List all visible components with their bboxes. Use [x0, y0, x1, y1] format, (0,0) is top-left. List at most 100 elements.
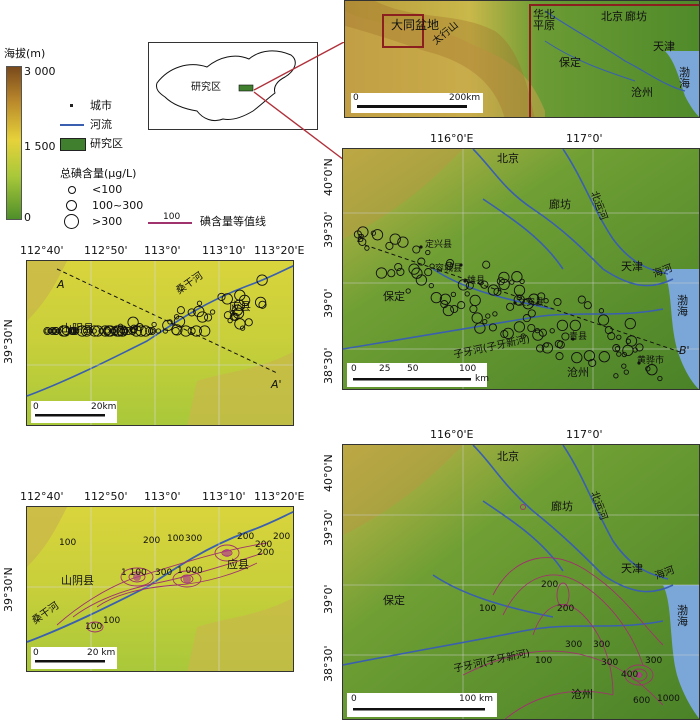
- sample-point: [513, 321, 526, 333]
- legend-city: 城市: [90, 99, 112, 112]
- sample-point: [145, 326, 154, 336]
- sample-point: [429, 263, 435, 269]
- sample-point: [428, 282, 434, 289]
- datong-contour-label-2: 300: [185, 534, 203, 544]
- ncp-top-scale-25: 25: [379, 364, 391, 374]
- datong-top-scale-end: 20km: [91, 402, 117, 412]
- datong-contour-label-11: 200: [257, 548, 275, 558]
- sample-point: [496, 277, 505, 286]
- sample-point: [616, 351, 622, 357]
- sample-point: [555, 352, 564, 361]
- sample-point: [482, 260, 491, 269]
- sample-point: [204, 313, 213, 322]
- elev-tick-min: 0: [24, 211, 31, 224]
- ncp-box: [529, 4, 699, 117]
- plain-label: 华北平原: [533, 8, 555, 32]
- datong-contour-label-10: 100: [103, 616, 121, 626]
- sample-point: [69, 328, 75, 334]
- sample-point: [176, 306, 185, 315]
- regional-city-cangzhou: 沧州: [631, 86, 653, 99]
- ncp-bottom-lat-0: 40°0'N: [322, 454, 335, 492]
- ncp-contour-label-8: 600: [633, 696, 651, 706]
- sample-point: [498, 271, 510, 284]
- sample-point: [485, 313, 491, 319]
- sample-point: [417, 257, 426, 266]
- elevation-colorbar: [6, 66, 22, 220]
- sample-point: [408, 263, 420, 275]
- sample-point: [193, 305, 205, 318]
- sample-point: [127, 316, 139, 328]
- datong-bottom-scale-zero: 0: [33, 648, 39, 658]
- datong-top-lon-1: 112°50': [84, 244, 128, 257]
- sample-point: [171, 326, 180, 336]
- sample-point: [604, 326, 613, 335]
- sample-point: [464, 291, 470, 297]
- sample-point: [370, 230, 377, 236]
- sample-point: [109, 328, 115, 334]
- ncp-top-lon-1: 117°0': [566, 132, 603, 145]
- sample-point: [71, 326, 80, 336]
- sample-point: [155, 328, 162, 334]
- regional-city-langfang: 廊坊: [625, 10, 647, 23]
- regional-terrain: [345, 1, 699, 117]
- sample-point: [613, 373, 619, 379]
- sample-point: [199, 325, 211, 337]
- datong-county-yingxian: 应县: [229, 300, 251, 313]
- ncp-bottom-lat-1: 39°30': [322, 509, 335, 546]
- sample-point: [59, 325, 71, 337]
- ncp-contour-label-0: 200: [541, 580, 559, 590]
- bin-large-icon: [64, 214, 79, 229]
- profile-b-prime: B': [679, 344, 690, 357]
- datong-bottom-lon-0: 112°40': [20, 490, 64, 503]
- ncp-points-map: 北京 廊坊 天津 保定 沧州 定兴县 容城县 雄县 文安县 青县 黄骅市 北运河…: [342, 148, 700, 390]
- sample-point: [171, 324, 183, 336]
- datong-top-lat: 39°30'N: [2, 319, 15, 364]
- sample-point: [527, 309, 536, 318]
- ncp-contour-label-2: 200: [557, 604, 575, 614]
- datong-contour-label-6: 1 100: [121, 568, 147, 578]
- sample-point: [233, 299, 246, 311]
- ncp-top-city-beijing: 北京: [497, 152, 519, 165]
- sample-point: [223, 311, 232, 320]
- china-outline: [156, 50, 296, 122]
- sample-point: [110, 328, 117, 334]
- ncp-bottom-lat-3: 38°30': [322, 645, 335, 682]
- sample-point: [471, 312, 483, 324]
- ncp-top-sea: 渤海: [677, 294, 688, 318]
- sample-point: [487, 284, 500, 296]
- sample-point: [511, 271, 523, 283]
- ncp-bottom-city-langfang: 廊坊: [551, 500, 573, 513]
- sample-point: [389, 233, 401, 245]
- sample-point: [543, 342, 549, 348]
- sample-point: [167, 319, 173, 325]
- sample-point: [621, 363, 627, 369]
- ncp-top-scale-0: 0: [351, 364, 357, 374]
- sample-point: [231, 312, 240, 321]
- ncp-top-lat-3: 38°30': [322, 347, 335, 384]
- sample-point: [99, 325, 111, 337]
- ncp-top-lon-0: 116°0'E: [430, 132, 474, 145]
- sample-point: [465, 281, 474, 290]
- sample-point: [646, 364, 658, 376]
- sample-point: [623, 369, 629, 375]
- sample-point: [244, 318, 253, 327]
- ncp-contour-svg: [343, 445, 699, 719]
- datong-top-scale-zero: 0: [33, 402, 39, 412]
- sample-point: [536, 344, 545, 353]
- sample-point: [76, 325, 88, 337]
- elev-tick-mid: 1 500: [24, 140, 56, 153]
- basin-label: 大同盆地: [391, 18, 440, 32]
- sample-point: [446, 258, 455, 268]
- river-symbol-icon: [60, 124, 84, 126]
- sample-point: [394, 262, 403, 272]
- sample-point: [44, 328, 50, 334]
- datong-contour-label-8: 1 000: [177, 566, 203, 576]
- ncp-contour-map: 北京 廊坊 天津 保定 沧州 北运河 海河 子牙河(子牙新河) 渤海 200 1…: [342, 444, 700, 720]
- regional-sea: 渤海: [679, 66, 690, 90]
- regional-scale-zero: 0: [353, 93, 359, 103]
- datong-basin-box: [382, 14, 424, 48]
- ncp-contour-label-7: 400: [621, 670, 639, 680]
- sample-point: [405, 288, 411, 294]
- city-symbol-icon: [70, 104, 73, 107]
- ncp-contour-label-1: 100: [479, 604, 497, 614]
